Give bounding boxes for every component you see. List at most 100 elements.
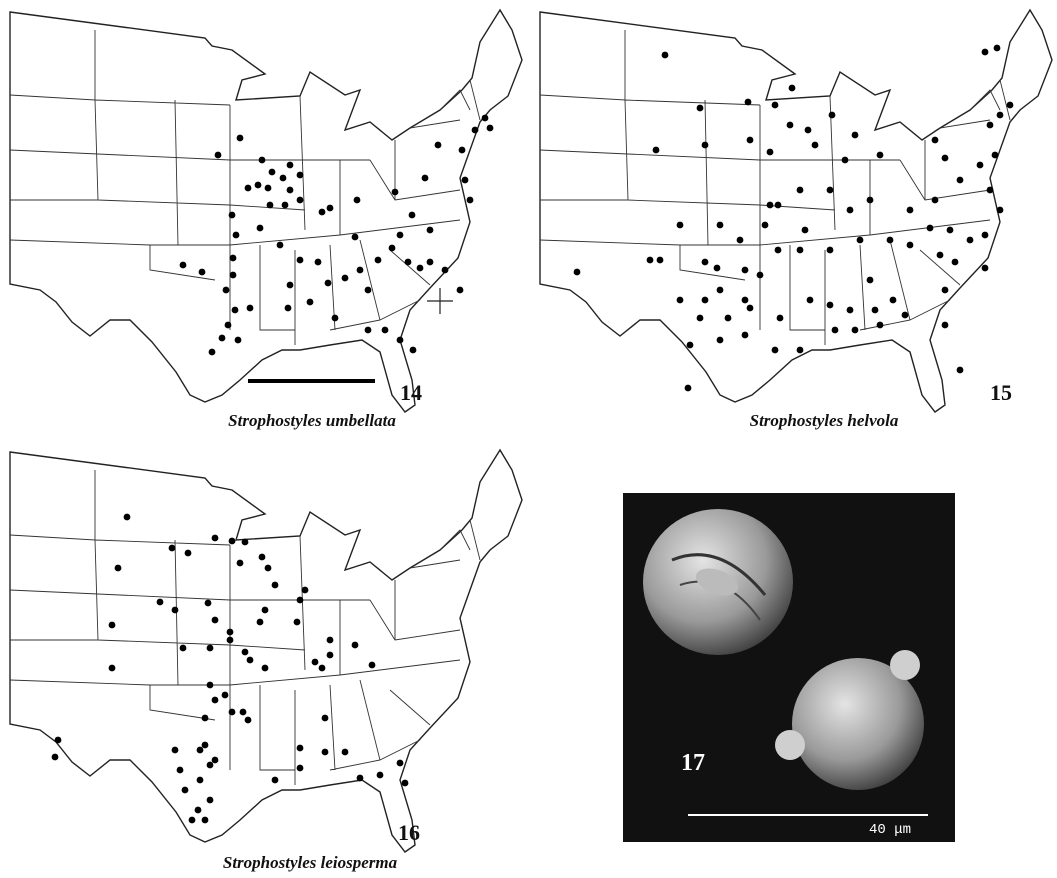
panel-caption: Strophostyles helvola <box>750 411 899 430</box>
specimen-dot <box>977 162 984 169</box>
specimen-dot <box>227 629 234 636</box>
specimen-dot <box>457 287 464 294</box>
specimen-dot <box>957 367 964 374</box>
specimen-dot <box>280 175 287 182</box>
specimen-dot <box>262 607 269 614</box>
specimen-dot <box>807 297 814 304</box>
specimen-dot <box>775 247 782 254</box>
specimen-dot <box>987 187 994 194</box>
specimen-dot <box>442 267 449 274</box>
specimen-dot <box>992 152 999 159</box>
specimen-dot <box>747 305 754 312</box>
specimen-dot <box>227 637 234 644</box>
specimen-dot <box>942 155 949 162</box>
specimen-dot <box>240 709 247 716</box>
specimen-dot <box>697 315 704 322</box>
specimen-dot <box>265 565 272 572</box>
specimen-dot <box>267 202 274 209</box>
specimen-dot <box>365 287 372 294</box>
specimen-dot <box>942 322 949 329</box>
specimen-dot <box>725 315 732 322</box>
specimen-dot <box>772 102 779 109</box>
specimen-dot <box>215 152 222 159</box>
specimen-dot <box>269 169 276 176</box>
specimen-dot <box>322 715 329 722</box>
specimen-dot <box>242 649 249 656</box>
specimen-dot <box>907 207 914 214</box>
specimen-dot <box>277 242 284 249</box>
specimen-dot <box>297 597 304 604</box>
specimen-dot <box>109 665 116 672</box>
cross-marker <box>427 288 453 314</box>
specimen-dot <box>169 545 176 552</box>
specimen-dot <box>459 147 466 154</box>
specimen-dot <box>942 287 949 294</box>
specimen-dot <box>230 255 237 262</box>
specimen-dot <box>207 797 214 804</box>
specimen-dot <box>947 227 954 234</box>
specimen-dot <box>717 337 724 344</box>
specimen-dot <box>255 182 262 189</box>
specimen-dot <box>235 337 242 344</box>
specimen-dot <box>832 327 839 334</box>
specimen-dot <box>687 342 694 349</box>
specimen-dot <box>180 262 187 269</box>
specimen-dot <box>482 115 489 122</box>
panel-number: 16 <box>398 820 420 845</box>
specimen-dot <box>242 539 249 546</box>
specimen-dot <box>259 157 266 164</box>
specimen-dot <box>322 749 329 756</box>
specimen-dot <box>982 49 989 56</box>
specimen-dot <box>229 538 236 545</box>
specimen-dot <box>472 127 479 134</box>
specimen-dot <box>182 787 189 794</box>
specimen-dot <box>197 747 204 754</box>
specimen-dot <box>287 162 294 169</box>
specimen-dot <box>427 259 434 266</box>
us-map <box>10 450 522 852</box>
specimen-dot <box>702 297 709 304</box>
specimen-dot <box>397 760 404 767</box>
specimen-dot <box>877 322 884 329</box>
specimen-dot <box>177 767 184 774</box>
specimen-dot <box>259 554 266 561</box>
specimen-dot <box>397 232 404 239</box>
specimen-dot <box>354 197 361 204</box>
specimen-dot <box>392 189 399 196</box>
specimen-dot <box>702 259 709 266</box>
specimen-dot <box>247 657 254 664</box>
specimen-dot <box>932 197 939 204</box>
specimen-dot <box>375 257 382 264</box>
specimen-dot <box>812 142 819 149</box>
specimen-dot <box>287 282 294 289</box>
specimen-dot <box>247 305 254 312</box>
specimen-dot <box>157 599 164 606</box>
specimen-dot <box>405 259 412 266</box>
specimen-dot <box>357 775 364 782</box>
specimen-dot <box>282 202 289 209</box>
specimen-dot <box>265 185 272 192</box>
specimen-dot <box>677 222 684 229</box>
specimen-dot <box>653 147 660 154</box>
specimen-dot <box>902 312 909 319</box>
specimen-dot <box>890 297 897 304</box>
specimen-dot <box>209 349 216 356</box>
specimen-dot <box>952 259 959 266</box>
specimen-dot <box>777 315 784 322</box>
specimen-dot <box>927 225 934 232</box>
specimen-dot <box>327 652 334 659</box>
specimen-dot <box>272 582 279 589</box>
panel-caption: Strophostyles leiosperma <box>223 853 398 872</box>
specimen-dot <box>994 45 1001 52</box>
specimen-dot <box>717 287 724 294</box>
specimen-dot <box>332 315 339 322</box>
specimen-dot <box>737 237 744 244</box>
specimen-dot <box>222 692 229 699</box>
us-map <box>540 10 1052 412</box>
specimen-dot <box>872 307 879 314</box>
specimen-dot <box>747 137 754 144</box>
specimen-dot <box>197 777 204 784</box>
specimen-dot <box>377 772 384 779</box>
specimen-dot <box>714 265 721 272</box>
specimen-dot <box>757 272 764 279</box>
